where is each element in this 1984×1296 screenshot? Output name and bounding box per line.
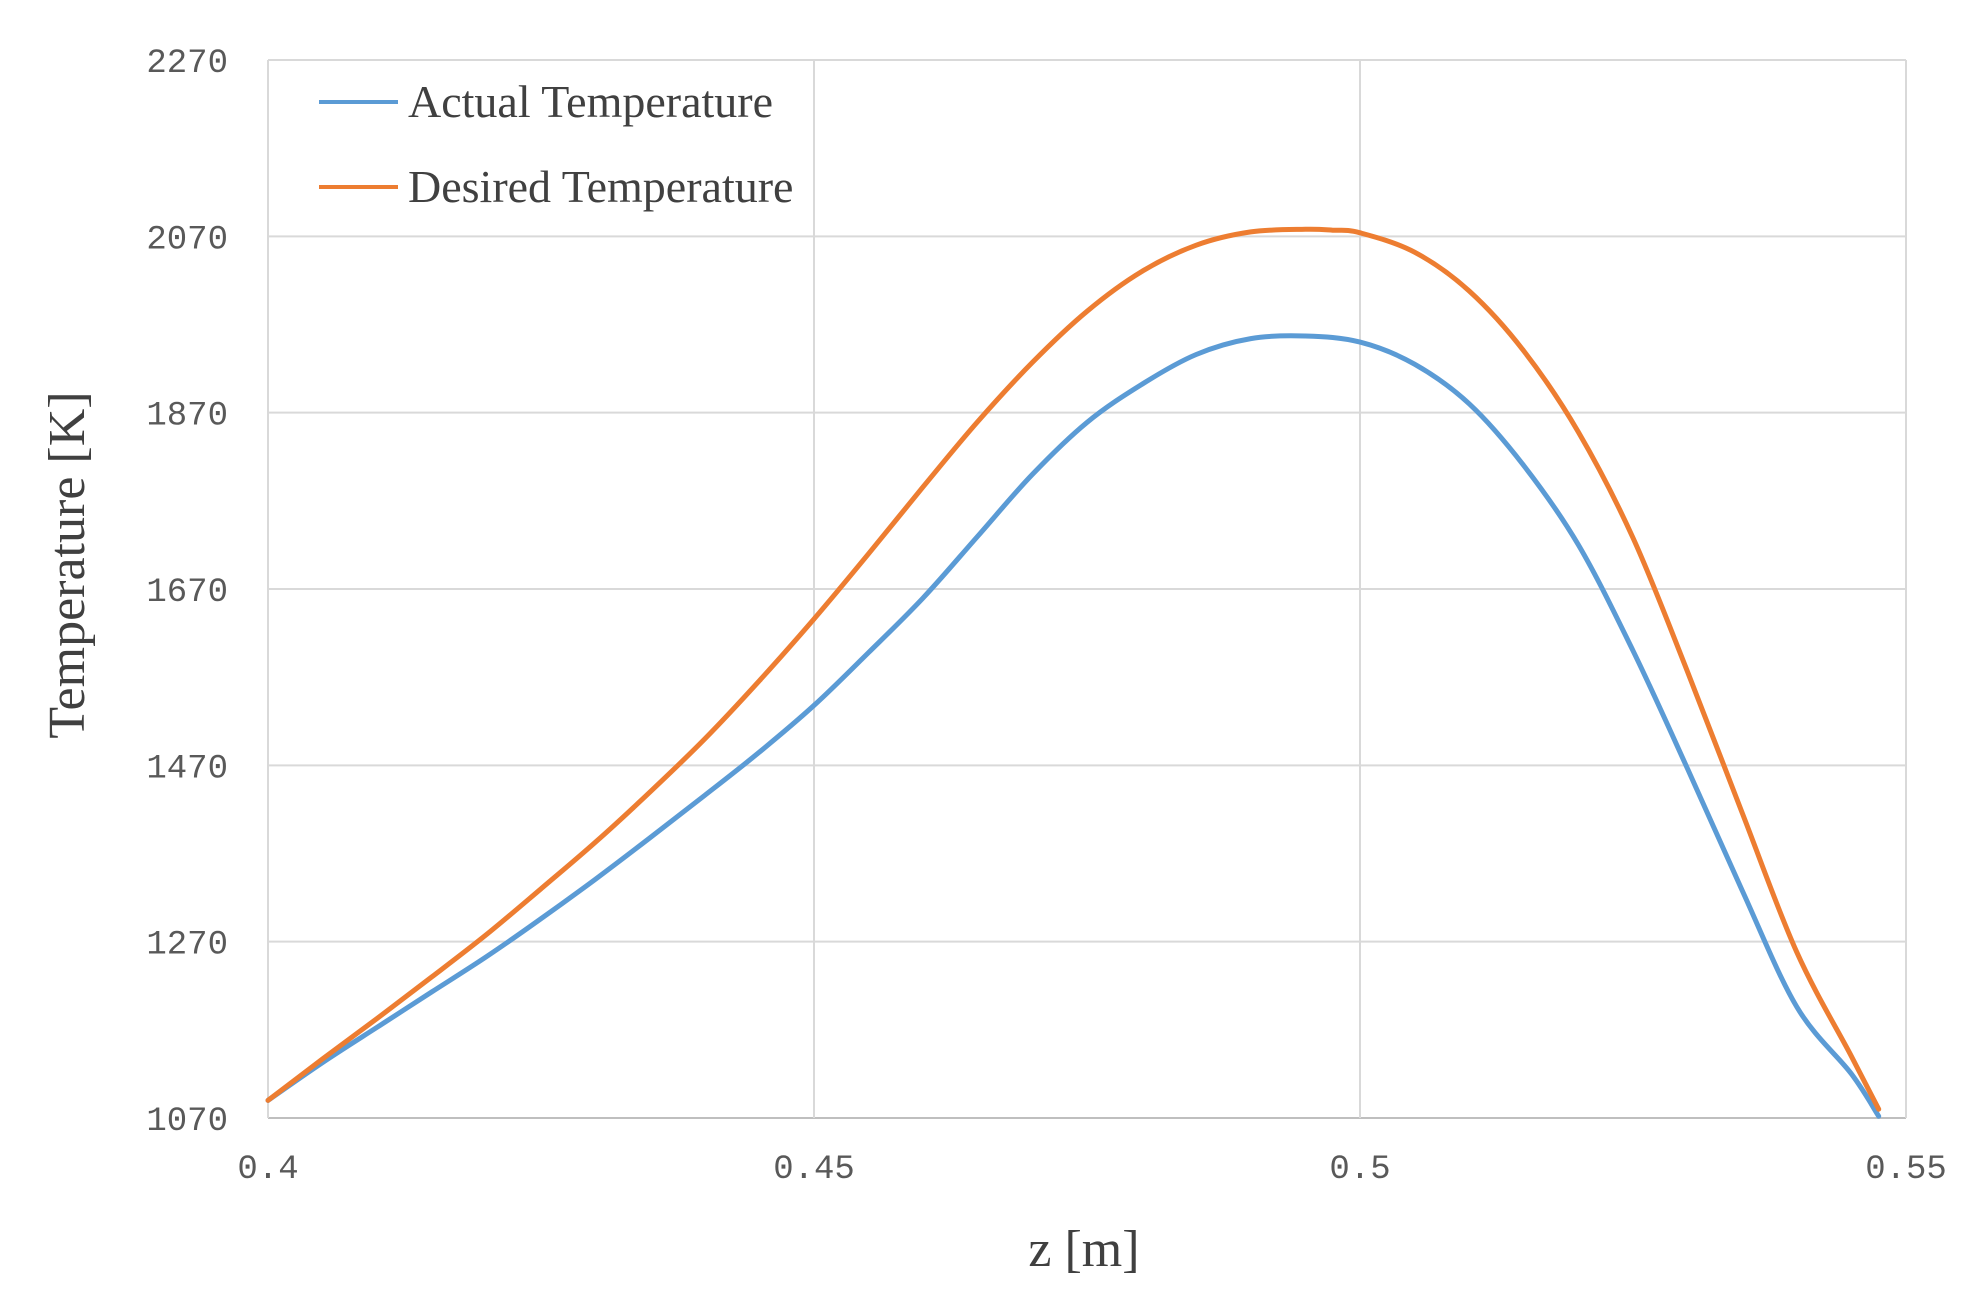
y-tick-label: 1070 [146, 1103, 228, 1141]
tick-labels: 1070 1270 1470 1670 1870 2070 2270 0.4 0.45 0.5 0.… [146, 45, 1946, 1189]
y-tick-label: 2070 [146, 221, 228, 259]
legend: Actual Temperature Desired Temperature [319, 76, 793, 212]
y-tick-label: 1270 [146, 927, 228, 965]
y-tick-label: 1870 [146, 398, 228, 436]
legend-label-actual: Actual Temperature [408, 76, 773, 127]
x-tick-label: 0.5 [1329, 1151, 1390, 1189]
grid [267, 59, 1907, 1119]
series-line-actual [265, 333, 1882, 1119]
x-tick-label: 0.55 [1865, 1151, 1947, 1189]
y-tick-label: 2270 [146, 45, 228, 83]
y-tick-label: 1470 [146, 750, 228, 788]
legend-label-desired: Desired Temperature [408, 161, 793, 212]
y-tick-label: 1670 [146, 574, 228, 612]
series-line-desired [265, 226, 1882, 1112]
x-axis-label: z [m] [1028, 1221, 1139, 1278]
y-axis-label: Temperature [K] [39, 391, 96, 738]
series-layer [265, 226, 1882, 1119]
x-tick-label: 0.4 [237, 1151, 298, 1189]
x-tick-label: 0.45 [773, 1151, 855, 1189]
